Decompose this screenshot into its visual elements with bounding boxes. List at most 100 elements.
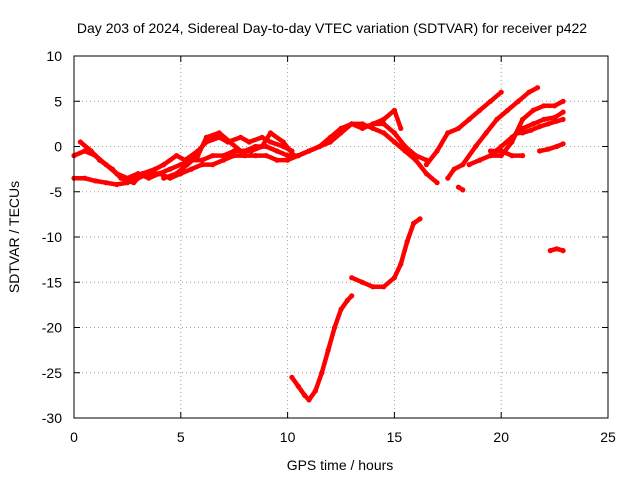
data-point xyxy=(274,157,280,163)
data-point xyxy=(210,162,216,168)
data-point xyxy=(131,180,137,186)
data-point xyxy=(317,143,323,150)
y-tick-label: 5 xyxy=(54,93,62,109)
data-point xyxy=(109,166,115,172)
data-point xyxy=(391,107,397,113)
data-point xyxy=(285,157,291,163)
data-point xyxy=(417,216,423,222)
data-point xyxy=(259,143,265,150)
data-point xyxy=(515,130,521,136)
data-point xyxy=(560,98,566,104)
data-point xyxy=(178,162,184,168)
data-point xyxy=(118,175,124,181)
series-track-12 xyxy=(537,141,566,154)
data-point xyxy=(77,139,83,145)
data-point xyxy=(295,383,301,389)
data-point xyxy=(246,139,252,145)
y-tick-label: -20 xyxy=(42,320,62,336)
data-point xyxy=(460,187,466,193)
data-point xyxy=(291,153,297,159)
series-track-14 xyxy=(289,293,354,403)
data-point xyxy=(302,392,308,398)
data-point xyxy=(103,180,109,186)
data-point xyxy=(156,171,162,177)
series-track-2 xyxy=(71,121,429,187)
data-point xyxy=(413,157,419,163)
data-point xyxy=(161,162,167,168)
x-tick-label: 25 xyxy=(600,429,616,445)
data-point xyxy=(520,130,526,136)
grid xyxy=(74,56,608,418)
data-point xyxy=(325,347,331,353)
data-point xyxy=(114,181,120,188)
x-tick-labels: 0 5 10 15 20 25 xyxy=(70,429,616,445)
data-point xyxy=(534,85,541,91)
data-point xyxy=(97,157,103,163)
data-point xyxy=(295,153,301,159)
data-point xyxy=(398,261,404,267)
data-point xyxy=(537,148,543,154)
data-point xyxy=(173,171,180,177)
data-point xyxy=(404,238,410,245)
data-point xyxy=(560,109,566,115)
data-point xyxy=(560,248,566,254)
data-point xyxy=(528,127,534,133)
x-tick-label: 0 xyxy=(70,429,78,445)
data-point xyxy=(498,89,504,95)
data-point xyxy=(520,116,526,122)
data-point xyxy=(146,175,152,181)
data-point xyxy=(541,103,547,109)
data-point xyxy=(466,116,472,122)
plot-data xyxy=(71,85,566,403)
data-point xyxy=(199,162,205,168)
data-point xyxy=(445,130,451,136)
data-point xyxy=(88,148,94,154)
data-point xyxy=(289,374,295,380)
data-point xyxy=(530,121,536,127)
data-point xyxy=(520,153,526,159)
data-point xyxy=(274,148,280,154)
data-point xyxy=(515,98,521,104)
series-track-7 xyxy=(445,85,540,181)
data-point xyxy=(537,124,543,130)
y-tick-label: 0 xyxy=(54,139,62,155)
data-point xyxy=(280,139,286,145)
data-point xyxy=(509,153,515,159)
data-point xyxy=(248,148,254,154)
plot-frame xyxy=(73,55,609,419)
data-point xyxy=(498,153,504,159)
data-point xyxy=(263,153,269,159)
data-point xyxy=(338,125,344,131)
data-point xyxy=(423,162,429,168)
data-point xyxy=(139,171,145,177)
data-point xyxy=(560,116,566,122)
y-tick-label: -15 xyxy=(42,274,62,290)
data-point xyxy=(344,297,350,303)
data-point xyxy=(455,125,462,131)
data-point xyxy=(242,153,248,159)
y-axis-label: SDTVAR / TECUs xyxy=(6,181,22,293)
data-point xyxy=(473,143,479,150)
data-point xyxy=(391,275,397,281)
data-point xyxy=(253,153,259,159)
data-point xyxy=(199,157,205,163)
data-point xyxy=(173,153,180,159)
data-point xyxy=(238,148,244,154)
data-point xyxy=(167,166,173,172)
data-point xyxy=(220,157,227,163)
data-point xyxy=(92,178,98,184)
x-tick-label: 15 xyxy=(387,429,403,445)
data-point xyxy=(423,171,429,177)
data-point xyxy=(451,166,457,172)
data-point xyxy=(434,180,440,186)
data-point xyxy=(552,103,558,109)
data-point xyxy=(349,275,355,281)
data-point xyxy=(509,134,515,140)
y-tick-label: 10 xyxy=(46,48,62,64)
data-point xyxy=(381,116,387,122)
data-point xyxy=(381,284,387,290)
data-point xyxy=(359,125,365,131)
data-point xyxy=(460,162,466,168)
data-point xyxy=(487,98,494,104)
